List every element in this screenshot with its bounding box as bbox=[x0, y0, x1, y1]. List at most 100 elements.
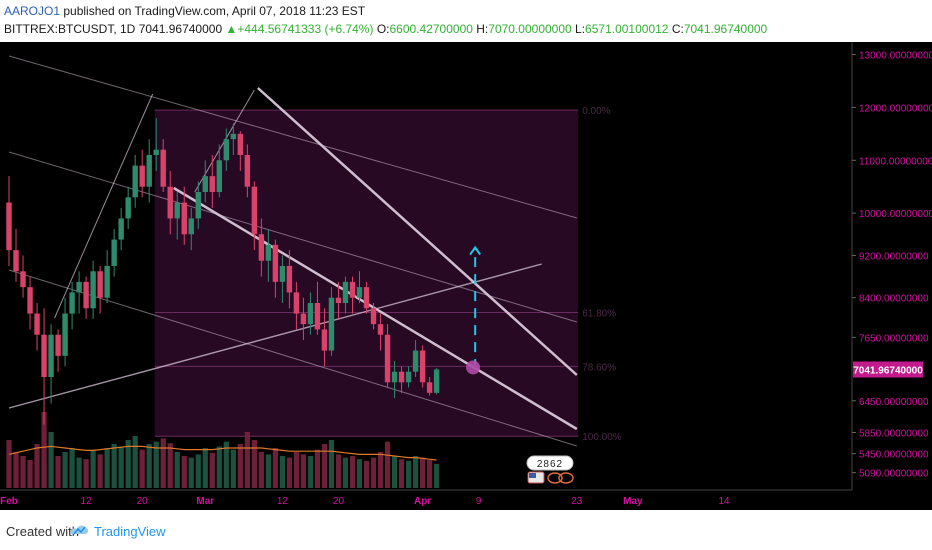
fib-level-label: 0.00% bbox=[582, 106, 610, 117]
volume-bar bbox=[90, 449, 96, 488]
candle-body bbox=[405, 371, 412, 383]
volume-bar bbox=[188, 457, 194, 488]
volume-bar bbox=[279, 456, 285, 488]
candle-body bbox=[202, 176, 208, 192]
candle-body bbox=[349, 281, 356, 298]
low-value: 6571.00100012 bbox=[585, 22, 669, 36]
badge-pill bbox=[526, 455, 574, 471]
time-tick-label: 20 bbox=[137, 496, 149, 507]
price-tick-label: 5450.00000000 bbox=[859, 450, 929, 461]
time-tick-label: 12 bbox=[81, 496, 93, 507]
candle-body bbox=[237, 133, 244, 155]
fib-zone bbox=[154, 110, 579, 437]
volume-bar bbox=[405, 460, 412, 488]
volume-bar bbox=[83, 459, 89, 488]
symbol-label: BITTREX:BTCUSDT, 1D bbox=[4, 22, 136, 36]
volume-bar bbox=[293, 452, 300, 488]
volume-bar bbox=[125, 440, 131, 488]
price-chart[interactable]: 0.00%61.80%78.60%100.00% 13000.000000001… bbox=[0, 42, 932, 510]
candle-body bbox=[146, 155, 152, 187]
time-tick-label: 12 bbox=[277, 496, 289, 507]
time-tick-label: Apr bbox=[414, 496, 431, 507]
volume-bar bbox=[20, 456, 26, 488]
trendline bbox=[257, 87, 578, 376]
candle-body bbox=[195, 192, 201, 219]
volume-bar bbox=[251, 440, 257, 488]
candle-body bbox=[90, 271, 96, 309]
volume-bar bbox=[272, 448, 278, 488]
volume-bar bbox=[377, 452, 384, 488]
volume-bar bbox=[314, 449, 321, 488]
candle-body bbox=[230, 133, 237, 140]
close-label: C: bbox=[671, 22, 684, 36]
candle-body bbox=[48, 334, 54, 377]
volume-bar bbox=[286, 457, 292, 488]
created-with-text: Created with bbox=[6, 524, 79, 539]
volume-bar bbox=[13, 452, 19, 488]
candle-body bbox=[370, 308, 377, 325]
trendline bbox=[8, 55, 577, 219]
price-tick-label: 13000.00000000 bbox=[859, 51, 932, 62]
volume-bar bbox=[265, 454, 271, 488]
volume-bar bbox=[216, 446, 222, 488]
target-projection[interactable] bbox=[466, 245, 481, 375]
tradingview-brand[interactable]: TradingView bbox=[94, 524, 166, 539]
volume-bar bbox=[132, 436, 138, 488]
volume-bar bbox=[27, 460, 33, 488]
volume-bar bbox=[41, 412, 47, 488]
volume-bar bbox=[6, 440, 12, 488]
author-name[interactable]: AAROJO1 bbox=[4, 4, 61, 18]
candle-body bbox=[20, 271, 26, 288]
fib-level-label: 100.00% bbox=[582, 432, 622, 443]
candle-body bbox=[244, 155, 251, 187]
price-tick-label: 7650.00000000 bbox=[859, 333, 929, 344]
badge-value: 2862 bbox=[537, 459, 563, 470]
candle-body bbox=[76, 281, 82, 293]
volume-bar bbox=[62, 452, 68, 488]
flag-icon bbox=[527, 471, 545, 484]
candle-body bbox=[181, 202, 187, 235]
footer: Created with TradingView bbox=[0, 510, 932, 550]
candle-body bbox=[125, 197, 131, 219]
tradingview-logo-icon[interactable] bbox=[68, 522, 90, 538]
candle-body bbox=[216, 160, 222, 192]
time-tick-label: 14 bbox=[718, 496, 730, 507]
volume-bar bbox=[34, 444, 40, 488]
candle-body bbox=[6, 202, 12, 251]
candle-body bbox=[34, 313, 40, 335]
candle-body bbox=[314, 303, 321, 330]
volume-bar bbox=[118, 446, 124, 488]
candle-body bbox=[363, 287, 370, 309]
trendline bbox=[8, 269, 577, 447]
volume-bar bbox=[195, 454, 201, 488]
price-tick-label: 11000.00000000 bbox=[859, 156, 932, 167]
volume-bar bbox=[363, 460, 370, 488]
event-marker-icon bbox=[547, 472, 563, 484]
price-tag-value: 7041.96740000 bbox=[853, 365, 923, 376]
candle-body bbox=[293, 292, 300, 314]
time-axis[interactable]: Feb 12 20 Mar 12 20 Apr 9 23 May 14 bbox=[0, 496, 730, 507]
volume-bar bbox=[48, 432, 54, 488]
last-price: 7041.96740000 bbox=[138, 22, 223, 36]
volume-bar bbox=[181, 456, 187, 488]
candle-body bbox=[328, 297, 335, 351]
trendlines[interactable] bbox=[8, 55, 578, 447]
candle-body bbox=[251, 186, 258, 235]
candle-body bbox=[356, 287, 363, 298]
volume-bar bbox=[167, 443, 173, 488]
volume-bar bbox=[328, 440, 335, 488]
volume-bar bbox=[104, 448, 110, 488]
indicator-badge: 2862 bbox=[526, 455, 574, 484]
volume-bar bbox=[356, 459, 363, 488]
projection-arrow-icon bbox=[469, 245, 481, 256]
fib-level-label: 78.60% bbox=[582, 362, 616, 373]
candle-body bbox=[335, 297, 342, 303]
price-tick-label: 5090.00000000 bbox=[859, 469, 929, 480]
volume-bar bbox=[111, 444, 117, 488]
volume-bar bbox=[146, 444, 152, 488]
last-price-tag: 7041.96740000 bbox=[853, 361, 923, 378]
price-axis[interactable]: 13000.00000000 12000.00000000 11000.000000… bbox=[852, 51, 932, 480]
symbol-line: BITTREX:BTCUSDT, 1D 7041.96740000 ▲+444.… bbox=[4, 22, 767, 36]
volume-bar bbox=[370, 457, 377, 488]
volume-bar bbox=[419, 457, 426, 488]
